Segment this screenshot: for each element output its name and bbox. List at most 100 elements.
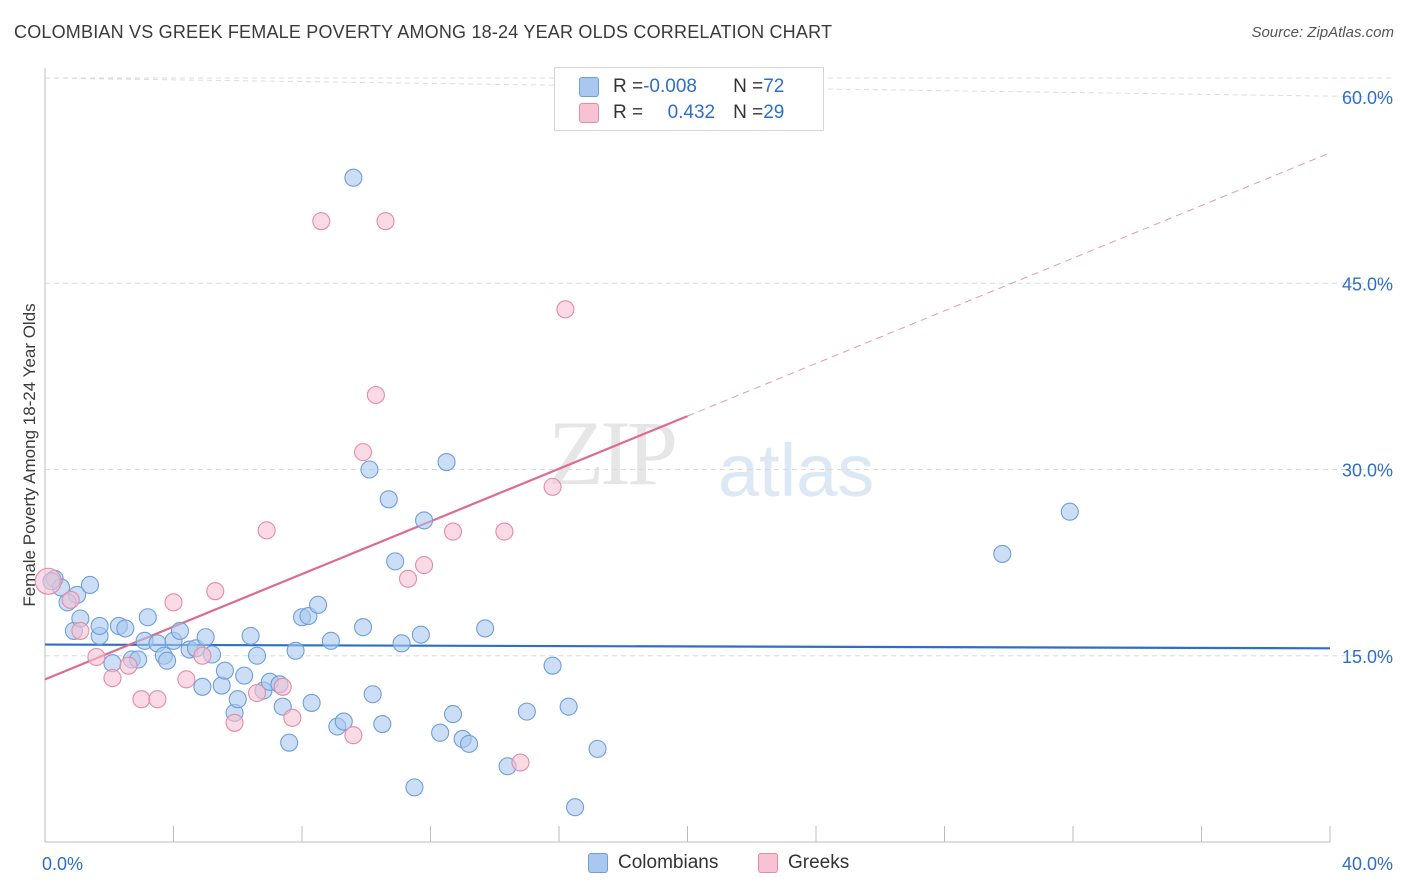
trend-lines (44, 152, 1331, 681)
axes (44, 68, 1331, 843)
point-colombians (302, 693, 321, 712)
point-colombians (459, 734, 479, 753)
legend-swatch-colombians (588, 853, 608, 873)
legend-row-colombians: R = -0.008 N = 72 (579, 75, 784, 99)
series-legend: Colombians Greeks (0, 852, 1406, 876)
y-tick-label: 15.0% (1342, 647, 1393, 667)
legend-r-label: R = (613, 102, 644, 123)
y-axis-label: Female Poverty Among 18-24 Year Olds (20, 303, 39, 607)
grid-lines (44, 77, 1393, 657)
y-tick-label: 60.0% (1342, 88, 1393, 108)
point-colombians (215, 661, 234, 680)
point-greeks (511, 753, 530, 772)
point-colombians (386, 552, 405, 571)
point-colombians (373, 714, 392, 734)
point-greeks (344, 726, 363, 745)
point-greeks (398, 569, 418, 588)
point-colombians (309, 595, 328, 614)
chart-title: COLOMBIAN VS GREEK FEMALE POVERTY AMONG … (14, 22, 833, 42)
point-greeks (34, 567, 62, 595)
point-colombians (228, 690, 247, 709)
point-colombians (334, 712, 353, 731)
point-colombians (235, 666, 254, 685)
point-colombians (138, 608, 157, 627)
point-colombians (588, 739, 607, 758)
point-colombians (90, 616, 109, 636)
point-colombians (241, 626, 260, 645)
point-greeks (177, 670, 196, 689)
legend-label-colombians: Colombians (618, 852, 719, 873)
point-colombians (517, 702, 536, 721)
point-greeks (103, 669, 122, 688)
legend-item-colombians[interactable]: Colombians (588, 852, 718, 874)
point-colombians (286, 641, 305, 660)
point-colombians (193, 677, 212, 696)
point-greeks (257, 521, 276, 540)
point-greeks (415, 556, 434, 575)
point-greeks (283, 708, 302, 727)
point-colombians (559, 697, 578, 716)
point-colombians (344, 168, 363, 187)
point-colombians (411, 625, 430, 644)
point-greeks (119, 656, 138, 675)
point-colombians (170, 621, 189, 640)
point-colombians (993, 544, 1012, 563)
point-colombians (80, 575, 100, 595)
legend-swatch-colombians (579, 77, 599, 97)
point-greeks (71, 621, 90, 640)
legend-label-greeks: Greeks (788, 852, 850, 873)
legend-swatch-greeks (579, 103, 599, 123)
point-greeks (376, 212, 395, 231)
legend-item-greeks[interactable]: Greeks (758, 852, 849, 874)
data-points (34, 168, 1079, 817)
tick-labels: 15.0% 30.0% 45.0% 60.0% 0.0% 40.0% (42, 88, 1393, 874)
legend-n-value: 29 (763, 102, 785, 123)
point-colombians (280, 733, 299, 752)
point-colombians (437, 452, 456, 472)
point-greeks (273, 677, 292, 696)
point-colombians (353, 618, 373, 637)
point-colombians (443, 705, 463, 724)
legend-row-greeks: R = 0.432 N = 29 (579, 101, 784, 125)
point-greeks (443, 522, 463, 541)
legend-n-value: 72 (763, 76, 785, 97)
watermark-zip: ZIP (548, 402, 678, 504)
point-greeks (87, 647, 106, 667)
legend-n-label: N = (733, 102, 764, 123)
y-tick-label: 45.0% (1342, 274, 1393, 294)
point-greeks (61, 590, 80, 609)
point-colombians (405, 778, 424, 797)
trend-extension-greeks (687, 152, 1331, 417)
point-greeks (495, 522, 514, 541)
legend-r-label: R = (613, 76, 644, 97)
legend-swatch-greeks (758, 853, 778, 873)
legend-n-label: N = (733, 76, 764, 97)
point-colombians (196, 628, 215, 647)
point-greeks (556, 300, 575, 319)
trend-line-colombians (44, 643, 1331, 650)
point-greeks (353, 443, 373, 462)
point-colombians (415, 511, 434, 530)
point-colombians (321, 631, 340, 650)
point-greeks (132, 690, 151, 709)
point-greeks (225, 713, 244, 732)
point-greeks (312, 212, 331, 231)
point-greeks (148, 690, 167, 709)
point-greeks (247, 683, 267, 703)
point-colombians (1060, 502, 1079, 521)
trend-line-greeks (44, 415, 688, 681)
point-colombians (363, 685, 382, 704)
x-tick-label-min: 0.0% (42, 854, 83, 874)
point-colombians (116, 619, 135, 638)
point-colombians (212, 676, 231, 695)
legend-r-value: 0.432 (667, 102, 716, 123)
point-colombians (543, 656, 562, 675)
legend-r-value: -0.008 (643, 76, 697, 97)
watermark-atlas: atlas (718, 429, 875, 512)
point-greeks (206, 582, 225, 601)
point-colombians (431, 723, 450, 742)
source-credit: Source: ZipAtlas.com (1251, 24, 1394, 41)
point-greeks (366, 385, 385, 405)
point-greeks (543, 477, 562, 496)
